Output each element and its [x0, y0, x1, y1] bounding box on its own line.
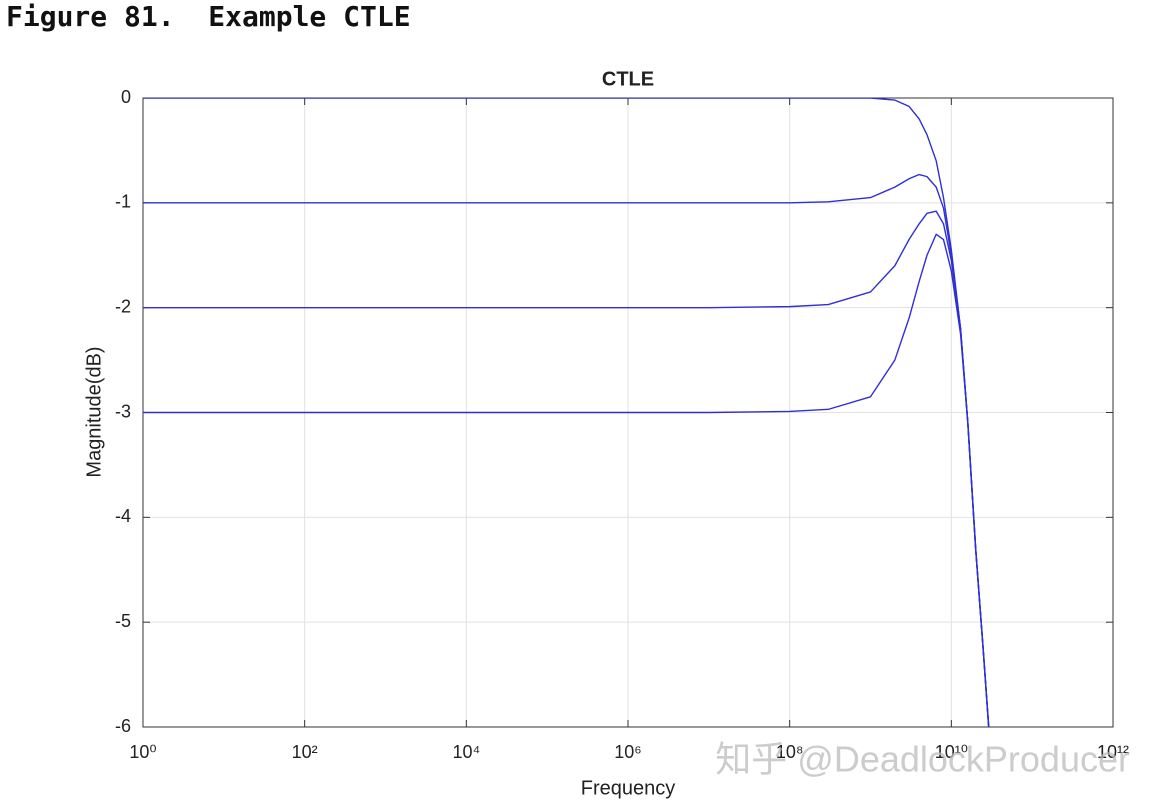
y-tick-label: 0: [121, 87, 131, 107]
y-tick-label: -2: [115, 296, 131, 316]
x-tick-label: 10²: [292, 742, 318, 762]
watermark: 知乎 @DeadlockProducer: [715, 739, 1130, 780]
y-axis-label: Magnitude(dB): [83, 346, 105, 477]
x-tick-label: 10¹²: [1097, 742, 1129, 762]
x-tick-label: 10⁶: [614, 742, 641, 762]
x-axis-label: Frequency: [581, 777, 676, 799]
y-tick-label: -5: [115, 611, 131, 631]
figure-caption: Figure 81. Example CTLE: [6, 0, 411, 33]
y-tick-label: -1: [115, 192, 131, 212]
y-tick-label: -4: [115, 506, 131, 526]
x-tick-label: 10⁴: [452, 742, 480, 762]
x-tick-label: 10⁰: [129, 742, 156, 762]
chart-title: CTLE: [602, 68, 654, 90]
x-tick-label: 10⁸: [776, 742, 804, 762]
line-series: [143, 173, 990, 727]
y-tick-label: -6: [115, 716, 131, 736]
line-series: [143, 210, 990, 727]
x-tick-label: 10¹⁰: [935, 742, 968, 762]
y-tick-label: -3: [115, 401, 131, 421]
line-series: [143, 233, 990, 727]
